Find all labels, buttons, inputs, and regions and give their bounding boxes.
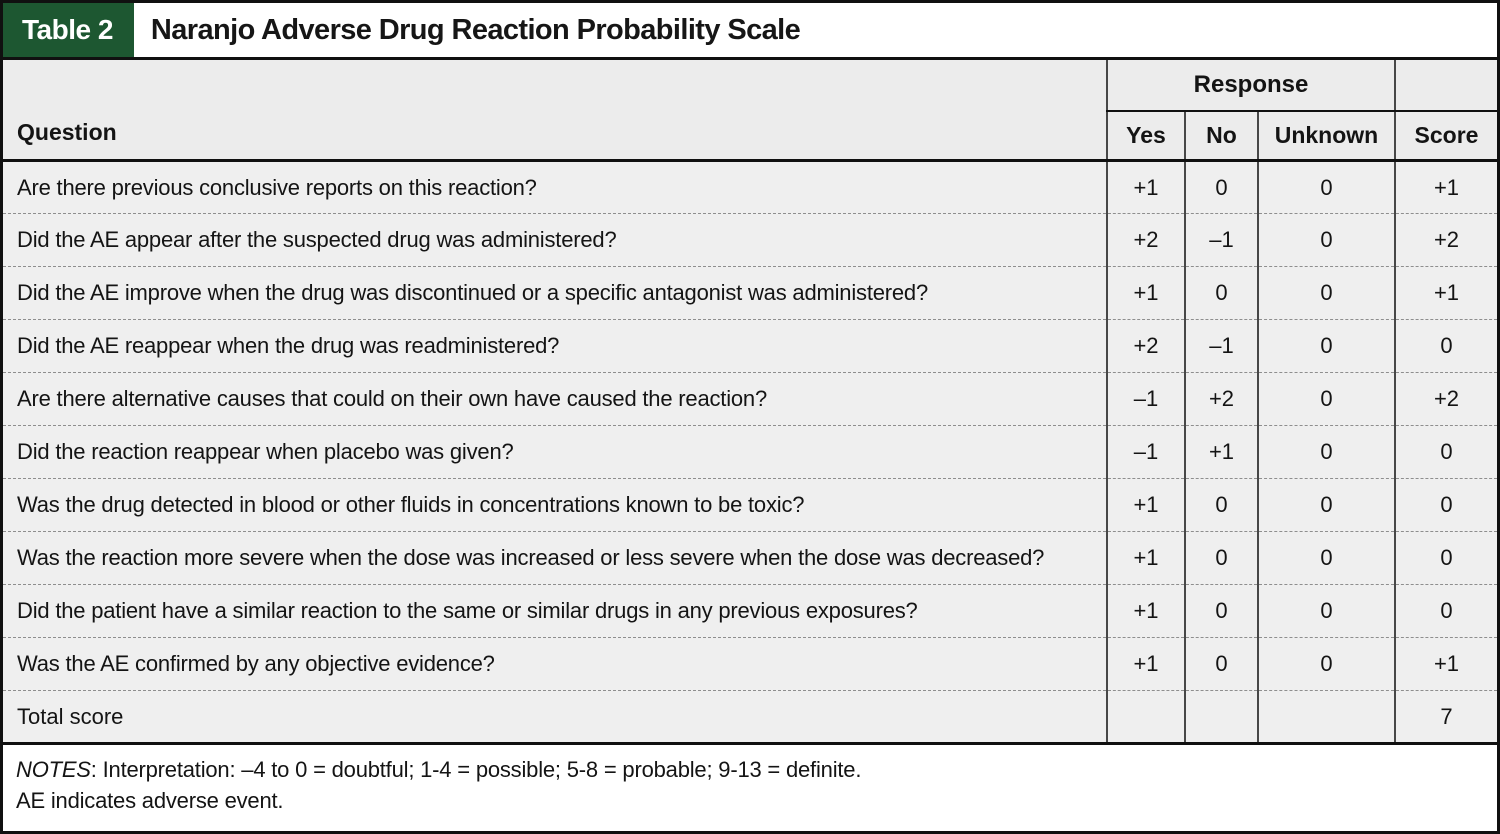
page-title: Naranjo Adverse Drug Reaction Probabilit… xyxy=(150,13,801,46)
footnote-abbreviation: AE indicates adverse event. xyxy=(16,788,284,813)
yes-cell: +1 xyxy=(1105,266,1185,320)
yes-cell: +2 xyxy=(1105,319,1185,373)
yes-cell: +2 xyxy=(1105,213,1185,267)
question-cell: Are there alternative causes that could … xyxy=(3,372,1107,426)
yes-cell: –1 xyxy=(1105,425,1185,479)
score-cell: +1 xyxy=(1394,637,1497,691)
title-band: Table 2 Naranjo Adverse Drug Reaction Pr… xyxy=(3,3,1497,57)
total-yes-cell xyxy=(1105,690,1185,745)
question-cell: Are there previous conclusive reports on… xyxy=(3,160,1107,214)
score-cell: 0 xyxy=(1394,478,1497,532)
no-cell: +2 xyxy=(1183,372,1258,426)
unknown-cell: 0 xyxy=(1256,584,1395,638)
table-number-label: Table 2 xyxy=(3,3,134,57)
unknown-cell: 0 xyxy=(1256,372,1395,426)
table-row: Did the AE improve when the drug was dis… xyxy=(3,266,1497,320)
score-cell: +2 xyxy=(1394,372,1497,426)
question-cell: Was the reaction more severe when the do… xyxy=(3,531,1107,585)
score-cell: +1 xyxy=(1394,266,1497,320)
yes-cell: +1 xyxy=(1105,531,1185,585)
no-cell: +1 xyxy=(1183,425,1258,479)
unknown-cell: 0 xyxy=(1256,319,1395,373)
table-row: Did the AE reappear when the drug was re… xyxy=(3,319,1497,373)
total-unknown-cell xyxy=(1256,690,1395,745)
yes-cell: +1 xyxy=(1105,637,1185,691)
footnote-interpretation: NOTES: Interpretation: –4 to 0 = doubtfu… xyxy=(16,754,1483,785)
table-row: Was the drug detected in blood or other … xyxy=(3,478,1497,532)
yes-cell: +1 xyxy=(1105,478,1185,532)
question-cell: Was the AE confirmed by any objective ev… xyxy=(3,637,1107,691)
no-cell: 0 xyxy=(1183,531,1258,585)
no-cell: 0 xyxy=(1183,637,1258,691)
question-cell: Did the AE appear after the suspected dr… xyxy=(3,213,1107,267)
table-row: Was the AE confirmed by any objective ev… xyxy=(3,637,1497,691)
unknown-cell: 0 xyxy=(1256,213,1395,267)
table-row: Did the AE appear after the suspected dr… xyxy=(3,213,1497,267)
question-cell: Did the AE reappear when the drug was re… xyxy=(3,319,1107,373)
no-cell: 0 xyxy=(1183,266,1258,320)
total-score-row: Total score 7 xyxy=(3,690,1497,745)
score-cell: 0 xyxy=(1394,531,1497,585)
no-cell: 0 xyxy=(1183,584,1258,638)
no-cell: –1 xyxy=(1183,319,1258,373)
notes-interpretation-text: : Interpretation: –4 to 0 = doubtful; 1-… xyxy=(90,757,862,782)
question-cell: Did the AE improve when the drug was dis… xyxy=(3,266,1107,320)
column-header-yes: Yes xyxy=(1105,110,1185,162)
header-row-response: Question Response xyxy=(3,58,1497,162)
score-cell: +2 xyxy=(1394,213,1497,267)
total-score-label: Total score xyxy=(3,690,1107,745)
question-cell: Did the patient have a similar reaction … xyxy=(3,584,1107,638)
score-cell: 0 xyxy=(1394,584,1497,638)
yes-cell: –1 xyxy=(1105,372,1185,426)
naranjo-scale-table: Question Response Yes No Unknown Score A… xyxy=(3,57,1497,745)
score-cell: 0 xyxy=(1394,425,1497,479)
score-cell: 0 xyxy=(1394,319,1497,373)
table-row: Are there previous conclusive reports on… xyxy=(3,160,1497,214)
score-header-spacer xyxy=(1394,58,1497,112)
score-cell: +1 xyxy=(1394,160,1497,214)
unknown-cell: 0 xyxy=(1256,266,1395,320)
question-cell: Was the drug detected in blood or other … xyxy=(3,478,1107,532)
no-cell: –1 xyxy=(1183,213,1258,267)
no-cell: 0 xyxy=(1183,160,1258,214)
unknown-cell: 0 xyxy=(1256,425,1395,479)
question-cell: Did the reaction reappear when placebo w… xyxy=(3,425,1107,479)
table-row: Did the reaction reappear when placebo w… xyxy=(3,425,1497,479)
column-header-no: No xyxy=(1183,110,1258,162)
question-column-header: Question xyxy=(3,58,1107,162)
unknown-cell: 0 xyxy=(1256,478,1395,532)
no-cell: 0 xyxy=(1183,478,1258,532)
yes-cell: +1 xyxy=(1105,160,1185,214)
unknown-cell: 0 xyxy=(1256,531,1395,585)
yes-cell: +1 xyxy=(1105,584,1185,638)
footnotes: NOTES: Interpretation: –4 to 0 = doubtfu… xyxy=(3,745,1497,831)
notes-label: NOTES xyxy=(16,757,91,782)
column-header-score: Score xyxy=(1394,110,1497,162)
table-row: Are there alternative causes that could … xyxy=(3,372,1497,426)
table-row: Was the reaction more severe when the do… xyxy=(3,531,1497,585)
unknown-cell: 0 xyxy=(1256,637,1395,691)
total-no-cell xyxy=(1183,690,1258,745)
table-row: Did the patient have a similar reaction … xyxy=(3,584,1497,638)
total-score-value: 7 xyxy=(1394,690,1497,745)
response-group-header: Response xyxy=(1105,58,1395,112)
unknown-cell: 0 xyxy=(1256,160,1395,214)
column-header-unknown: Unknown xyxy=(1256,110,1395,162)
